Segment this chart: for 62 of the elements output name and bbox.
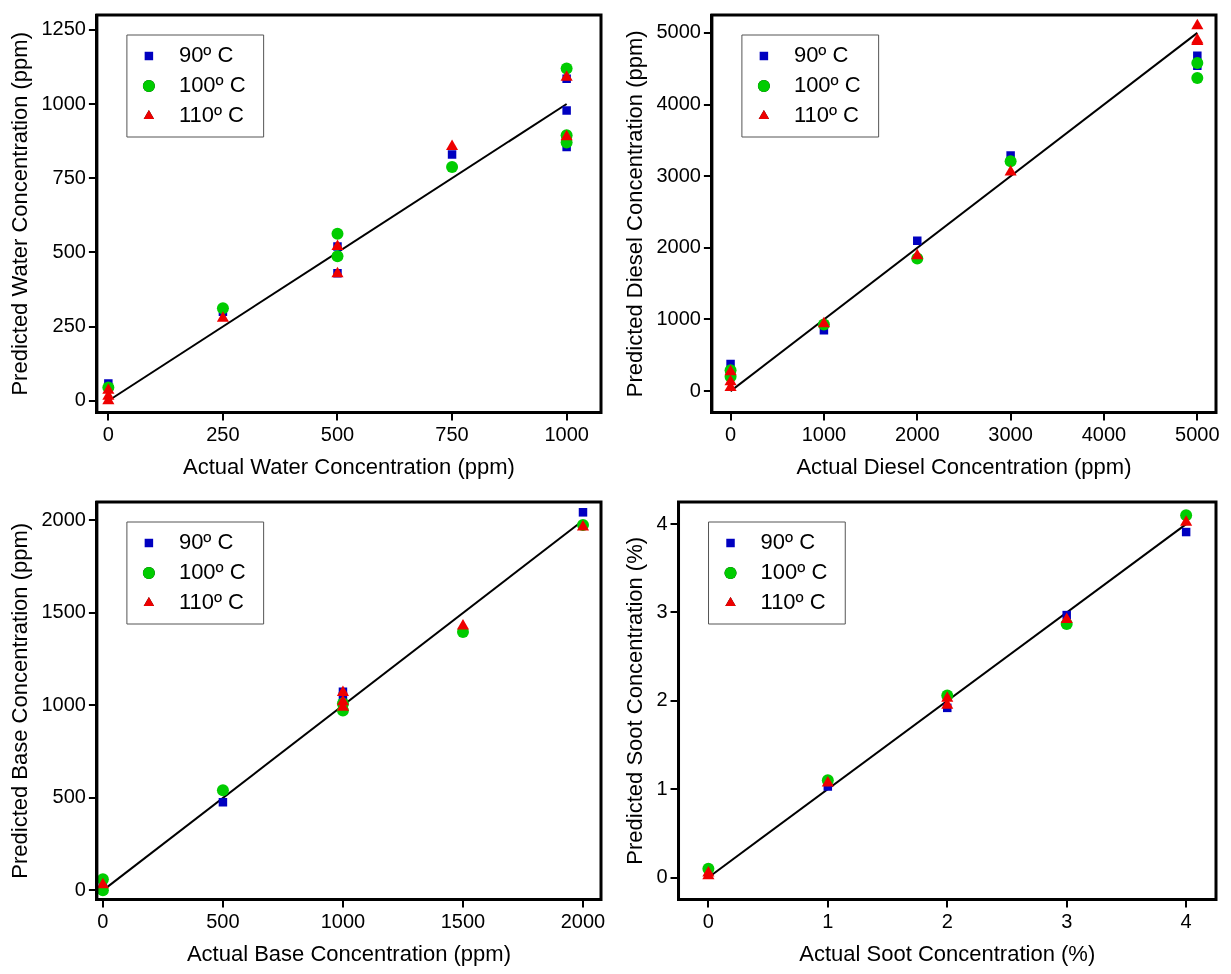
y-tick-label: 500 — [52, 785, 86, 808]
y-tick-label: 0 — [656, 865, 668, 888]
y-tick-label: 0 — [689, 378, 701, 401]
x-axis-title: Actual Base Concentration (ppm) — [186, 940, 511, 966]
legend-label: 100º C — [760, 559, 828, 585]
y-tick-label: 4 — [656, 511, 668, 534]
y-tick-label: 750 — [52, 165, 86, 188]
y-tick-label: 1 — [656, 776, 668, 799]
x-tick-label: 4 — [1180, 910, 1192, 933]
x-tick-label: 2 — [941, 910, 953, 933]
y-tick-label: 1000 — [41, 91, 86, 114]
y-axis-title: Predicted Diesel Concentration (ppm) — [622, 30, 648, 398]
legend-label: 100º C — [178, 559, 246, 585]
y-tick-label: 3 — [656, 599, 668, 622]
legend-label: 110º C — [793, 102, 860, 128]
x-tick-label: 0 — [102, 423, 114, 446]
y-tick-label: 2000 — [41, 508, 86, 531]
y-tick-label: 2 — [656, 688, 668, 711]
x-axis-title: Actual Water Concentration (ppm) — [183, 453, 515, 479]
y-tick-label: 1000 — [41, 692, 86, 715]
y-tick-label: 250 — [52, 314, 86, 337]
x-tick-label: 1000 — [801, 423, 847, 446]
x-tick-label: 500 — [206, 910, 240, 933]
legend-label: 110º C — [178, 102, 245, 128]
y-tick-label: 0 — [74, 877, 86, 900]
y-tick-label: 1250 — [41, 17, 86, 40]
x-tick-label: 5000 — [1175, 423, 1220, 446]
x-tick-label: 0 — [97, 910, 109, 933]
x-tick-label: 4000 — [1081, 423, 1127, 446]
legend-label: 110º C — [760, 589, 826, 615]
y-axis-title: Predicted Base Concentration (ppm) — [7, 522, 33, 879]
y-axis-title: Predicted Water Concentration (ppm) — [7, 32, 33, 396]
x-tick-label: 1 — [822, 910, 834, 933]
x-tick-label: 1000 — [320, 910, 366, 933]
legend-label: 90º C — [760, 529, 816, 555]
y-tick-label: 1000 — [656, 306, 701, 329]
legend-label: 110º C — [178, 589, 245, 615]
y-tick-label: 3000 — [656, 163, 701, 186]
x-axis-title: Actual Soot Concentration (%) — [799, 940, 1096, 966]
legend-label: 100º C — [178, 72, 246, 98]
y-axis-title: Predicted Soot Concentration (%) — [622, 536, 648, 865]
legend-label: 100º C — [793, 72, 861, 98]
y-tick-label: 1500 — [41, 600, 86, 623]
x-tick-label: 500 — [320, 423, 355, 446]
y-tick-label: 4000 — [656, 92, 701, 115]
x-tick-label: 3000 — [988, 423, 1033, 446]
x-tick-label: 1500 — [440, 910, 486, 933]
x-tick-label: 2000 — [895, 423, 940, 446]
x-tick-label: 0 — [725, 423, 737, 446]
y-tick-label: 5000 — [656, 20, 701, 43]
y-tick-label: 500 — [52, 239, 86, 262]
y-tick-label: 2000 — [656, 235, 701, 258]
legend-label: 90º C — [793, 42, 849, 68]
x-axis-title: Actual Diesel Concentration (ppm) — [796, 453, 1132, 479]
x-tick-label: 750 — [435, 423, 469, 446]
x-tick-label: 3 — [1061, 910, 1073, 933]
legend-label: 90º C — [178, 42, 234, 68]
x-tick-label: 250 — [206, 423, 240, 446]
legend-label: 90º C — [178, 529, 234, 555]
y-tick-label: 0 — [74, 388, 86, 411]
x-tick-label: 1000 — [544, 423, 589, 446]
x-tick-label: 2000 — [560, 910, 606, 933]
